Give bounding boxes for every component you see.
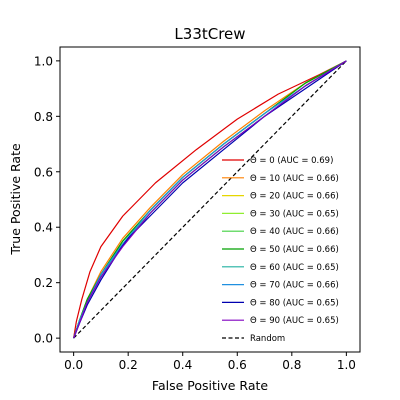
roc-line-0	[73, 60, 347, 339]
legend-label-0: Θ = 0 (AUC = 0.69)	[250, 156, 333, 166]
legend-label-9: Θ = 90 (AUC = 0.65)	[250, 316, 339, 326]
x-axis-label: False Positive Rate	[152, 378, 268, 393]
legend-label-4: Θ = 40 (AUC = 0.66)	[250, 227, 339, 237]
x-tick-label: 0.2	[119, 358, 138, 372]
y-tick-label: 0.4	[34, 221, 53, 235]
x-tick-label: 1.0	[337, 358, 356, 372]
legend-label-7: Θ = 70 (AUC = 0.66)	[250, 281, 339, 291]
y-axis-label: True Positive Rate	[8, 143, 23, 256]
plot-frame	[59, 46, 361, 353]
chart-title: L33tCrew	[174, 25, 245, 43]
x-tick-label: 0.4	[173, 358, 192, 372]
legend-label-6: Θ = 60 (AUC = 0.65)	[250, 263, 339, 273]
axis-ticks: 0.0 0.2 0.4 0.6 0.8 1.0 0.0 0.2 0.4 0.6 0.8 1.0	[34, 54, 356, 372]
y-tick-label: 0.8	[34, 110, 53, 124]
x-tick-label: 0.8	[282, 358, 301, 372]
y-tick-label: 0.0	[34, 332, 53, 346]
legend-label-10: Random	[250, 334, 285, 344]
plot-area	[73, 60, 347, 339]
legend-label-2: Θ = 20 (AUC = 0.66)	[250, 192, 339, 202]
x-tick-label: 0.6	[228, 358, 247, 372]
y-tick-label: 0.6	[34, 165, 53, 179]
legend-label-8: Θ = 80 (AUC = 0.65)	[250, 298, 339, 308]
legend-label-1: Θ = 10 (AUC = 0.66)	[250, 174, 339, 184]
legend-label-5: Θ = 50 (AUC = 0.66)	[250, 245, 339, 255]
roc-line-9	[73, 60, 347, 339]
legend-label-3: Θ = 30 (AUC = 0.65)	[250, 209, 339, 219]
y-tick-label: 1.0	[34, 54, 53, 68]
y-tick-label: 0.2	[34, 276, 53, 290]
x-tick-label: 0.0	[64, 358, 83, 372]
legend: Θ = 0 (AUC = 0.69) Θ = 10 (AUC = 0.66) Θ =…	[222, 156, 339, 344]
